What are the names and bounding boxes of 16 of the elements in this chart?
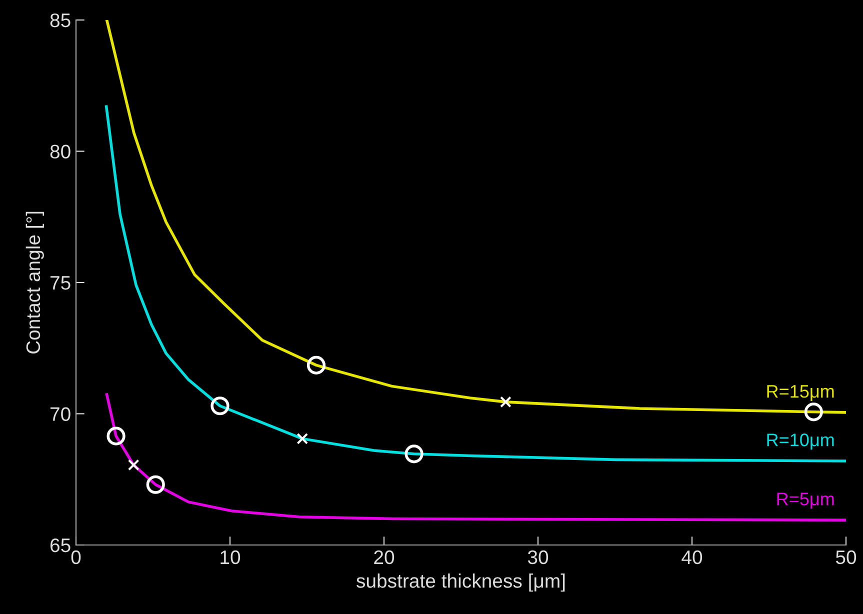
x-tick-label: 50 [836, 550, 856, 564]
x-axis-title: substrate thickness [μm] [356, 574, 565, 592]
y-tick-label: 85 [50, 13, 70, 28]
x-tick-label: 20 [374, 550, 394, 564]
y-tick-label: 75 [50, 276, 70, 290]
y-tick-label: 65 [50, 538, 70, 552]
y-tick-label: 80 [50, 144, 70, 158]
series-label: R=10μm [767, 434, 834, 450]
y-tick-label: 70 [50, 407, 70, 421]
x-tick-label: 10 [220, 550, 240, 564]
series-label: R=5μm [777, 492, 834, 509]
x-tick-label: 40 [682, 550, 702, 564]
x-tick-label: 30 [528, 550, 548, 564]
series-label: R=15μm [767, 385, 834, 402]
y-axis-title: Contact angle [°] [26, 212, 44, 354]
x-tick-label: 0 [71, 550, 81, 564]
